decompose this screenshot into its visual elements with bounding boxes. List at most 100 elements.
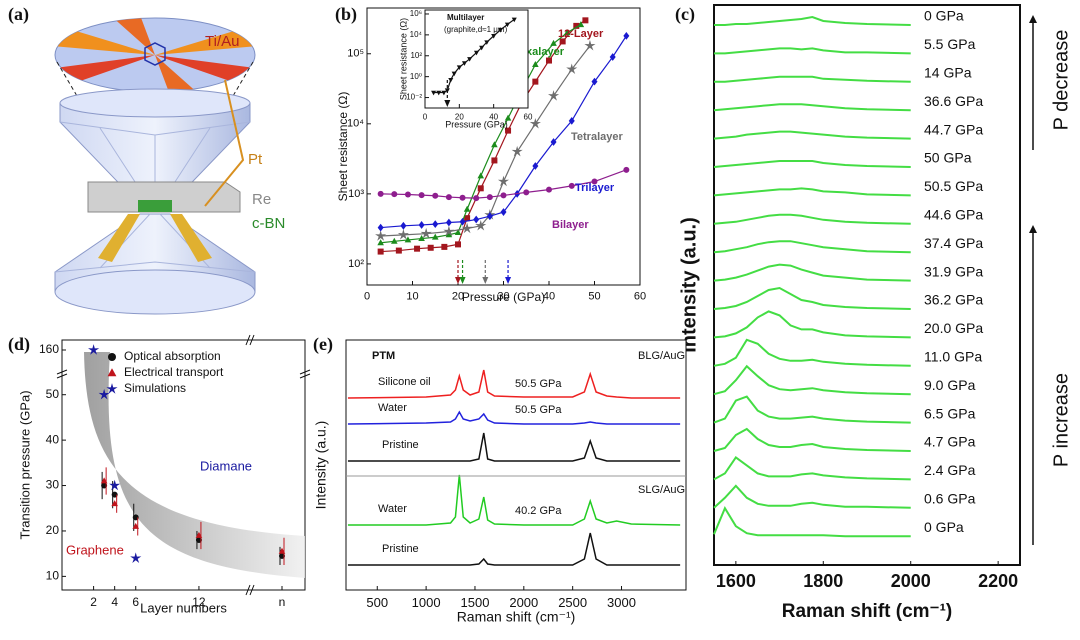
axis-break xyxy=(245,334,255,346)
x-tick-label: 0 xyxy=(423,113,428,122)
point xyxy=(609,53,616,61)
point xyxy=(479,45,485,51)
point xyxy=(559,38,566,45)
point xyxy=(473,195,480,202)
series-label: 12-Layer xyxy=(558,28,604,40)
spectrum-label: 36.2 GPa xyxy=(924,292,983,308)
arrow-head xyxy=(1029,15,1037,23)
x-tick-label: 1500 xyxy=(461,595,490,610)
point xyxy=(511,145,523,157)
arrow-head xyxy=(505,277,512,284)
x-tick-label: 500 xyxy=(366,595,388,610)
point xyxy=(132,522,140,529)
point xyxy=(547,90,560,101)
point xyxy=(195,531,203,538)
point xyxy=(532,162,539,170)
spectrum xyxy=(713,427,911,452)
inset-title: Multilayer xyxy=(447,13,484,22)
x-axis-title: Layer numbers xyxy=(140,600,227,615)
point xyxy=(584,39,596,51)
point xyxy=(111,500,118,507)
x-tick-label: 60 xyxy=(634,291,646,303)
x-tick-label: 0 xyxy=(364,291,370,303)
spectrum xyxy=(713,338,911,367)
spectrum xyxy=(713,213,911,225)
point xyxy=(100,477,108,484)
point xyxy=(511,17,517,23)
pressure-label: 50.5 GPa xyxy=(515,378,562,390)
spectrum xyxy=(713,506,911,538)
point xyxy=(441,90,447,96)
point xyxy=(414,245,421,252)
spectrum-label: 0 GPa xyxy=(924,519,964,535)
spectrum xyxy=(714,75,911,83)
x-tick-label: 3000 xyxy=(607,595,636,610)
point xyxy=(491,157,498,164)
part-label: c-BN xyxy=(252,215,285,232)
point xyxy=(623,166,630,173)
axis-break xyxy=(56,369,68,379)
x-tick-label: 2500 xyxy=(558,595,587,610)
point xyxy=(523,189,530,196)
point xyxy=(448,77,454,83)
point xyxy=(546,57,552,64)
point xyxy=(432,192,439,199)
spectrum-label: Silicone oil xyxy=(378,376,431,388)
point xyxy=(377,239,384,246)
point xyxy=(377,248,384,255)
spectrum xyxy=(713,455,911,481)
spectrum xyxy=(347,369,681,399)
point xyxy=(498,28,504,33)
point xyxy=(568,117,575,125)
x-tick-label: 20 xyxy=(455,113,464,122)
point xyxy=(461,61,468,66)
point xyxy=(397,228,409,240)
x-tick-label: 1800 xyxy=(803,571,843,591)
axis-break xyxy=(245,584,255,596)
series-label: Tetralayer xyxy=(571,131,623,143)
pt-wire xyxy=(204,79,245,207)
x-axis-title: Raman shift (cm⁻¹) xyxy=(457,609,576,625)
x-tick-label: 50 xyxy=(588,291,600,303)
series-line xyxy=(380,19,586,253)
y-axis-title: Sheet resistance (Ω) xyxy=(336,92,350,202)
x-tick-label: 4 xyxy=(111,595,118,609)
point xyxy=(475,219,487,231)
legend-label: Simulations xyxy=(124,381,186,395)
point xyxy=(491,141,498,148)
spectrum xyxy=(713,240,911,254)
arrow-head xyxy=(455,277,461,284)
point xyxy=(445,194,452,201)
spectrum-label: Water xyxy=(378,402,407,414)
x-axis-title: Raman shift (cm⁻¹) xyxy=(782,601,953,622)
spectrum xyxy=(713,187,911,197)
y-tick-label: 10⁻² xyxy=(406,93,422,102)
annotation: P increase xyxy=(1050,373,1072,467)
point xyxy=(464,215,471,222)
spectrum-label: 0 GPa xyxy=(924,8,964,24)
legend-label: Electrical transport xyxy=(124,365,224,379)
point xyxy=(577,21,585,28)
point xyxy=(550,39,557,46)
x-tick-label: 2000 xyxy=(891,571,931,591)
spectrum-label: 6.5 GPa xyxy=(924,405,976,421)
y-axis-title: Transition pressure (GPa) xyxy=(17,390,32,539)
point xyxy=(454,228,462,235)
point xyxy=(443,225,455,237)
annotation: P decrease xyxy=(1050,30,1072,131)
x-tick-label: 1000 xyxy=(412,595,441,610)
pressure-label: 50.5 GPa xyxy=(515,404,562,416)
y-tick-label: 10⁴ xyxy=(410,30,423,39)
spectrum xyxy=(713,263,911,282)
point xyxy=(582,17,589,24)
y-tick-label: 160 xyxy=(39,342,59,356)
point xyxy=(98,388,110,400)
y-tick-label: 40 xyxy=(46,432,60,446)
diagram-a: (a) Ti/Au Pt Re c-BN xyxy=(8,4,285,315)
legend-label: Optical absorption xyxy=(124,349,221,363)
point xyxy=(463,205,471,212)
series-label: Trilayer xyxy=(575,182,615,194)
spectrum-label: 36.6 GPa xyxy=(924,93,983,109)
spectrum-label: 9.0 GPa xyxy=(924,377,976,393)
